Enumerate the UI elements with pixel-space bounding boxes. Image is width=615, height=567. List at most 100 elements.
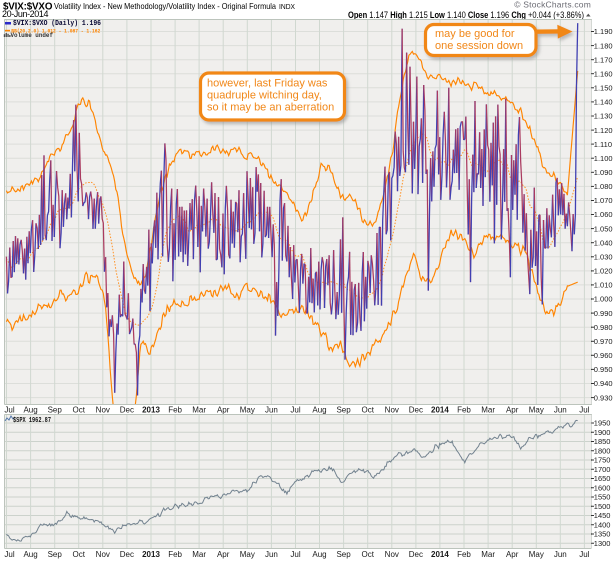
svg-text:one session down: one session down [435,40,523,52]
svg-text:$VIX:$VXO: $VIX:$VXO [3,2,53,13]
svg-text:1.090: 1.090 [594,168,613,177]
svg-text:1900: 1900 [594,428,611,437]
svg-text:Jul: Jul [290,406,300,415]
svg-text:Jul: Jul [579,406,589,415]
svg-text:Sep: Sep [336,406,351,415]
svg-text:1.190: 1.190 [594,27,613,36]
svg-text:$VIX:$VXO (Daily) 1.196: $VIX:$VXO (Daily) 1.196 [13,20,101,28]
svg-text:1500: 1500 [594,502,611,511]
svg-text:1950: 1950 [594,419,611,428]
svg-text:1.160: 1.160 [594,69,613,78]
svg-text:Jun: Jun [554,550,567,559]
svg-text:1700: 1700 [594,465,611,474]
svg-text:0.960: 0.960 [594,351,613,360]
svg-text:however, last Friday was: however, last Friday was [207,78,328,90]
svg-text:1750: 1750 [594,456,611,465]
svg-text:Aug: Aug [23,406,37,415]
svg-text:May: May [529,550,544,559]
svg-text:1.020: 1.020 [594,267,613,276]
svg-text:1300: 1300 [594,539,611,548]
svg-text:1650: 1650 [594,474,611,483]
svg-text:0.930: 0.930 [594,393,613,402]
svg-text:Oct: Oct [361,550,374,559]
svg-text:Oct: Oct [72,550,85,559]
svg-text:1.000: 1.000 [594,295,613,304]
svg-text:Aug: Aug [312,406,326,415]
svg-text:Aug: Aug [312,550,326,559]
svg-text:Mar: Mar [192,550,206,559]
svg-text:Nov: Nov [96,406,110,415]
svg-text:Feb: Feb [457,406,471,415]
svg-text:May: May [240,550,255,559]
svg-text:1.040: 1.040 [594,238,613,247]
svg-text:0.950: 0.950 [594,365,613,374]
svg-text:0.990: 0.990 [594,309,613,318]
svg-text:Apr: Apr [217,550,230,559]
svg-text:2014: 2014 [431,406,449,415]
svg-text:Nov: Nov [96,550,110,559]
svg-text:1.170: 1.170 [594,55,613,64]
svg-text:Oct: Oct [72,406,85,415]
svg-text:May: May [240,406,255,415]
svg-text:May: May [529,406,544,415]
svg-text:Jul: Jul [290,550,300,559]
svg-text:2013: 2013 [142,550,160,559]
svg-text:1.080: 1.080 [594,182,613,191]
svg-text:0.940: 0.940 [594,379,613,388]
svg-text:1.180: 1.180 [594,41,613,50]
svg-text:Jun: Jun [265,550,278,559]
svg-text:quadruple witching day,: quadruple witching day, [207,90,322,102]
svg-text:1.110: 1.110 [594,140,612,149]
svg-text:Dec: Dec [120,406,134,415]
svg-text:INDX: INDX [279,4,295,11]
svg-text:so it may be an aberration: so it may be an aberration [207,102,334,114]
svg-text:Jul: Jul [579,550,589,559]
svg-text:1.120: 1.120 [594,126,613,135]
svg-text:Dec: Dec [409,406,423,415]
svg-text:Feb: Feb [168,406,182,415]
svg-text:20-Jun-2014: 20-Jun-2014 [2,9,49,19]
svg-text:1850: 1850 [594,437,611,446]
svg-text:Open 1.147 High 1.215 Low 1.14: Open 1.147 High 1.215 Low 1.140 Close 1.… [348,10,584,20]
svg-text:0.970: 0.970 [594,337,613,346]
svg-text:Oct: Oct [361,406,374,415]
svg-text:BB(20,2.0) 1.012 - 1.087 - 1.1: BB(20,2.0) 1.012 - 1.087 - 1.162 [11,27,100,34]
svg-text:Mar: Mar [481,550,495,559]
svg-text:1.050: 1.050 [594,224,613,233]
svg-text:Dec: Dec [409,550,423,559]
svg-text:1.070: 1.070 [594,196,613,205]
svg-text:1.100: 1.100 [594,154,613,163]
svg-text:Mar: Mar [192,406,206,415]
svg-text:1.130: 1.130 [594,112,613,121]
svg-text:1.140: 1.140 [594,98,613,107]
svg-text:Sep: Sep [48,406,63,415]
svg-text:Volume undef: Volume undef [11,32,54,39]
svg-text:$SPX 1962.87: $SPX 1962.87 [13,417,51,425]
svg-text:1800: 1800 [594,446,611,455]
svg-text:2013: 2013 [142,406,160,415]
svg-text:1550: 1550 [594,493,611,502]
svg-text:Jun: Jun [554,406,567,415]
svg-text:1600: 1600 [594,483,611,492]
svg-text:Volatility Index - New Methodo: Volatility Index - New Methodology/Volat… [54,1,276,11]
svg-text:1.030: 1.030 [594,253,613,262]
svg-text:Jun: Jun [265,406,278,415]
svg-text:Dec: Dec [120,550,134,559]
svg-text:0.980: 0.980 [594,323,613,332]
svg-text:Nov: Nov [385,550,399,559]
svg-text:Jul: Jul [4,406,14,415]
svg-text:Nov: Nov [385,406,399,415]
svg-text:Feb: Feb [457,550,471,559]
svg-text:1450: 1450 [594,511,611,520]
svg-text:Apr: Apr [506,406,519,415]
svg-text:Jul: Jul [4,550,14,559]
svg-text:Apr: Apr [217,406,230,415]
svg-text:Mar: Mar [481,406,495,415]
svg-text:Feb: Feb [168,550,182,559]
svg-text:Sep: Sep [336,550,351,559]
svg-text:Sep: Sep [48,550,63,559]
svg-text:1.150: 1.150 [594,84,613,93]
svg-text:© StockCharts.com: © StockCharts.com [514,0,591,10]
svg-text:1350: 1350 [594,530,611,539]
svg-text:Aug: Aug [23,550,37,559]
